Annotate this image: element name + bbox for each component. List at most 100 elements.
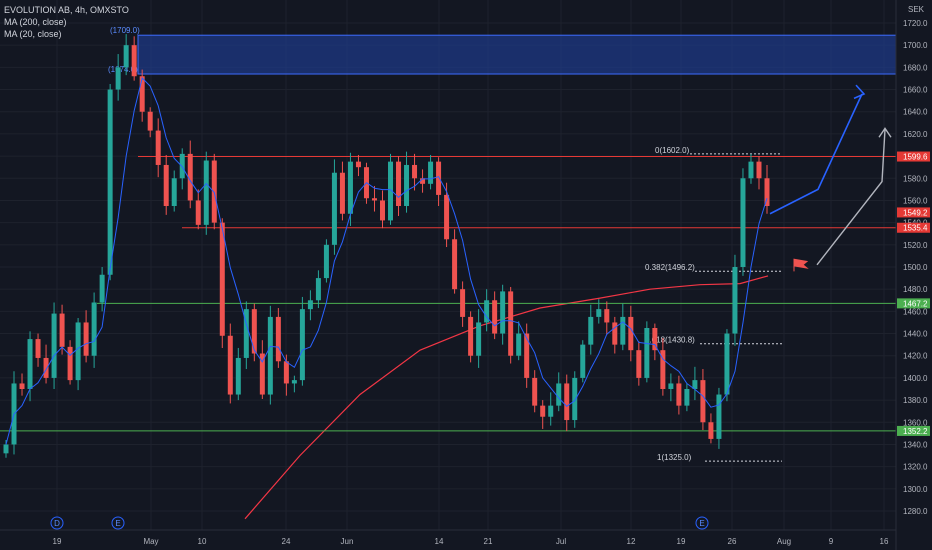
candle-body: [756, 161, 762, 179]
candle-body: [436, 161, 442, 195]
ma20-line: [5, 77, 768, 445]
time-axis[interactable]: 19 May 10 24 Jun 14 21 Jul 12 19 26 Aug 9 16: [0, 529, 896, 546]
candle-body: [155, 130, 161, 165]
flag-icon[interactable]: [793, 258, 809, 272]
price-tick-label: 1640.0: [903, 108, 928, 117]
legend-ma20[interactable]: MA (20, close): [4, 29, 62, 39]
candle-body: [347, 161, 353, 214]
candle-body: [636, 350, 642, 378]
time-tick-label: May: [143, 537, 158, 546]
price-tick-label: 1280.0: [903, 507, 928, 516]
candle-body: [3, 444, 9, 454]
candle-body: [684, 389, 690, 406]
candle-body: [700, 380, 706, 423]
candle-body: [484, 300, 490, 323]
candle-body: [652, 328, 658, 351]
candle-body: [572, 377, 578, 421]
price-tick-label: 1560.0: [903, 196, 928, 205]
candle-body: [59, 313, 65, 347]
candle-body: [420, 178, 426, 184]
fib-level-label: 0.618(1430.8): [645, 336, 695, 345]
candle-body: [19, 383, 25, 389]
candle-body: [628, 316, 634, 351]
candle-body: [564, 383, 570, 421]
candle-body: [107, 89, 113, 275]
price-tag-label: 1599.6: [903, 153, 928, 162]
event-marker-icon[interactable]: [695, 516, 709, 530]
candle-body: [540, 405, 546, 417]
candle-body: [508, 291, 514, 356]
candle-body: [307, 300, 313, 310]
candle-body: [83, 322, 89, 356]
candle-body: [67, 346, 73, 381]
candle-body: [516, 333, 522, 356]
candle-body: [556, 383, 562, 406]
candle-body: [251, 309, 257, 354]
candle-body: [692, 380, 698, 389]
bullish-path-arrow[interactable]: [769, 93, 863, 215]
price-tag[interactable]: [897, 425, 930, 436]
candle-body: [43, 357, 49, 378]
price-tag[interactable]: [897, 298, 930, 309]
price-tick-label: 1480.0: [903, 285, 928, 294]
candle-body: [716, 394, 722, 439]
arrow-head-blue: [853, 84, 866, 100]
candle-body: [580, 344, 586, 378]
candle-body: [163, 164, 169, 206]
price-axis-bg: [896, 0, 932, 550]
fibonacci-retracement[interactable]: 0(1602.0) 0.382(1496.2) 0.618(1430.8) 1(132…: [645, 146, 782, 462]
candle-body: [500, 291, 506, 334]
candle-body: [460, 289, 466, 317]
price-tick-label: 1300.0: [903, 485, 928, 494]
event-marker-letter: E: [699, 519, 704, 528]
legend-ma200[interactable]: MA (200, close): [4, 17, 67, 27]
event-marker-letter: D: [54, 519, 60, 528]
candle-body: [219, 222, 225, 336]
resistance-zone[interactable]: (1709.0) (1674.0): [108, 26, 897, 75]
fib-level-label: 0.382(1496.2): [645, 263, 695, 272]
price-tick-label: 1380.0: [903, 396, 928, 405]
candle-body: [724, 333, 730, 395]
candle-body: [259, 353, 265, 395]
ma200-line: [244, 275, 769, 520]
price-tag[interactable]: [897, 207, 930, 218]
candle-body: [91, 302, 97, 356]
time-tick-label: 12: [627, 537, 636, 546]
chart-legend: EVOLUTION AB, 4h, OMXSTO MA (200, close)…: [4, 4, 129, 40]
zone-rect[interactable]: [137, 34, 897, 75]
fib-level-label: 0(1602.0): [655, 146, 690, 155]
ma200-path: [244, 275, 769, 520]
event-marker-icon[interactable]: [50, 516, 64, 530]
candle-body: [139, 76, 145, 112]
alternative-path-arrow[interactable]: [816, 129, 886, 266]
price-tick-label: 1500.0: [903, 263, 928, 272]
zone-bottom-label: (1674.0): [108, 65, 138, 74]
candle-body: [331, 172, 337, 245]
time-tick-label: 10: [198, 537, 207, 546]
event-marker-letter: E: [115, 519, 120, 528]
candle-body: [644, 328, 650, 378]
time-tick-label: 26: [728, 537, 737, 546]
ma20-path: [5, 77, 768, 445]
candle-body: [660, 350, 666, 389]
candle-body: [596, 309, 602, 317]
legend-symbol-title[interactable]: EVOLUTION AB, 4h, OMXSTO: [4, 5, 129, 15]
price-axis[interactable]: SEK 1280.0 1300.0 1320.0 1340.0 1360.0 1380.0 1…: [895, 0, 932, 550]
candle-body: [75, 322, 81, 381]
time-tick-label: 19: [53, 537, 62, 546]
projection-arrows[interactable]: [769, 84, 892, 272]
candle-body: [275, 316, 281, 362]
candle-body: [99, 274, 105, 303]
arrow-head-grey: [878, 127, 892, 138]
price-tick-label: 1400.0: [903, 374, 928, 383]
candle-body: [147, 111, 153, 131]
candle-body: [524, 333, 530, 378]
candle-body: [388, 161, 394, 221]
candle-body: [468, 316, 474, 356]
event-marker-icon[interactable]: [111, 516, 125, 530]
price-tag[interactable]: [897, 222, 930, 233]
price-tick-label: 1720.0: [903, 19, 928, 28]
price-tag[interactable]: [897, 151, 930, 162]
